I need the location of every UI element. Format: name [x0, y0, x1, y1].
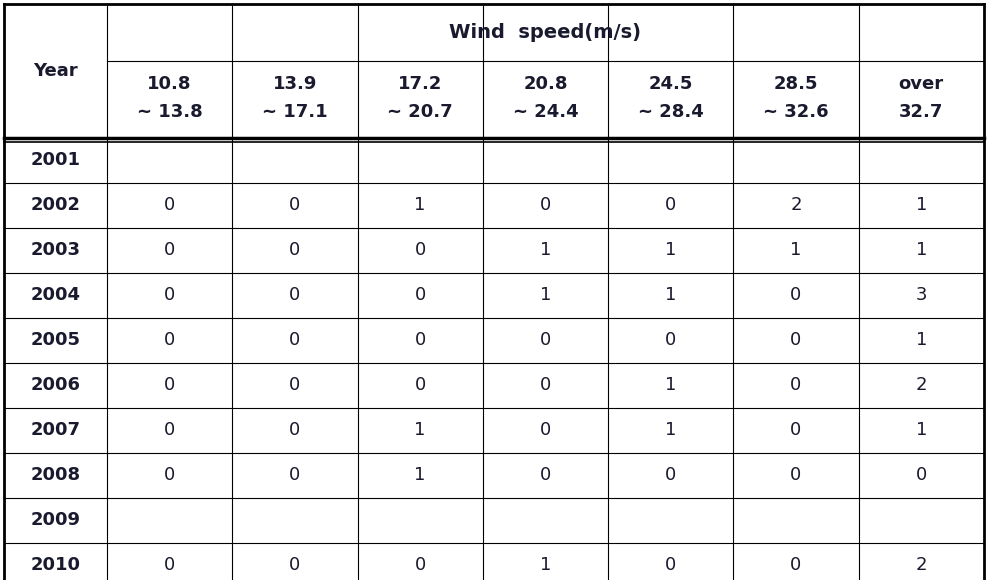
Text: 2002: 2002 [31, 197, 81, 215]
Text: 0: 0 [790, 556, 801, 574]
Text: 2: 2 [790, 197, 801, 215]
Text: 2008: 2008 [31, 466, 81, 484]
Text: 0: 0 [289, 331, 300, 349]
Text: ~ 20.7: ~ 20.7 [387, 103, 453, 121]
Text: 0: 0 [164, 287, 175, 304]
Text: Wind  speed(m/s): Wind speed(m/s) [450, 23, 641, 42]
Text: 0: 0 [415, 241, 426, 259]
Text: 10.8: 10.8 [147, 75, 192, 93]
Text: 0: 0 [289, 241, 300, 259]
Text: 1: 1 [665, 421, 677, 439]
Text: 0: 0 [164, 421, 175, 439]
Text: 1: 1 [415, 421, 426, 439]
Text: Year: Year [34, 62, 78, 80]
Text: 0: 0 [790, 466, 801, 484]
Text: 0: 0 [539, 466, 551, 484]
Text: ~ 32.6: ~ 32.6 [763, 103, 829, 121]
Text: 1: 1 [415, 197, 426, 215]
Text: ~ 28.4: ~ 28.4 [638, 103, 703, 121]
Text: 3: 3 [916, 287, 927, 304]
Text: 1: 1 [916, 197, 927, 215]
Text: 1: 1 [415, 466, 426, 484]
Text: 2005: 2005 [31, 331, 81, 349]
Text: 0: 0 [665, 331, 677, 349]
Text: 0: 0 [164, 241, 175, 259]
Text: 0: 0 [665, 197, 677, 215]
Text: 1: 1 [665, 241, 677, 259]
Text: 0: 0 [790, 287, 801, 304]
Text: 1: 1 [790, 241, 801, 259]
Text: 0: 0 [164, 376, 175, 394]
Text: 20.8: 20.8 [524, 75, 568, 93]
Text: 0: 0 [164, 331, 175, 349]
Text: 0: 0 [289, 376, 300, 394]
Text: 0: 0 [415, 556, 426, 574]
Text: 0: 0 [665, 556, 677, 574]
Text: 24.5: 24.5 [648, 75, 693, 93]
Text: 0: 0 [539, 421, 551, 439]
Text: 32.7: 32.7 [899, 103, 944, 121]
Text: 17.2: 17.2 [398, 75, 443, 93]
Text: 2: 2 [916, 376, 927, 394]
Text: 0: 0 [916, 466, 927, 484]
Text: 1: 1 [665, 287, 677, 304]
Text: 0: 0 [289, 287, 300, 304]
Text: 13.9: 13.9 [273, 75, 317, 93]
Text: 0: 0 [539, 331, 551, 349]
Text: 1: 1 [916, 241, 927, 259]
Text: 28.5: 28.5 [774, 75, 818, 93]
Text: 0: 0 [790, 421, 801, 439]
Text: 0: 0 [289, 556, 300, 574]
Text: 0: 0 [415, 287, 426, 304]
Text: 0: 0 [415, 331, 426, 349]
Text: 2010: 2010 [31, 556, 81, 574]
Text: 0: 0 [415, 376, 426, 394]
Text: 0: 0 [790, 331, 801, 349]
Text: 2009: 2009 [31, 511, 81, 529]
Text: 1: 1 [916, 421, 927, 439]
Text: 1: 1 [539, 287, 551, 304]
Text: 0: 0 [164, 466, 175, 484]
Text: 0: 0 [289, 197, 300, 215]
Text: 1: 1 [539, 241, 551, 259]
Text: 2006: 2006 [31, 376, 81, 394]
Text: ~ 17.1: ~ 17.1 [262, 103, 328, 121]
Text: 0: 0 [289, 421, 300, 439]
Text: 2003: 2003 [31, 241, 81, 259]
Text: ~ 13.8: ~ 13.8 [136, 103, 203, 121]
Text: 2: 2 [916, 556, 927, 574]
Text: 1: 1 [916, 331, 927, 349]
Text: 0: 0 [790, 376, 801, 394]
Text: ~ 24.4: ~ 24.4 [513, 103, 578, 121]
Text: 2004: 2004 [31, 287, 81, 304]
Text: 2001: 2001 [31, 151, 81, 169]
Text: 0: 0 [289, 466, 300, 484]
Text: over: over [899, 75, 944, 93]
Text: 0: 0 [665, 466, 677, 484]
Text: 0: 0 [164, 197, 175, 215]
Text: 2007: 2007 [31, 421, 81, 439]
Text: 0: 0 [539, 376, 551, 394]
Text: 1: 1 [665, 376, 677, 394]
Text: 1: 1 [539, 556, 551, 574]
Text: 0: 0 [539, 197, 551, 215]
Text: 0: 0 [164, 556, 175, 574]
